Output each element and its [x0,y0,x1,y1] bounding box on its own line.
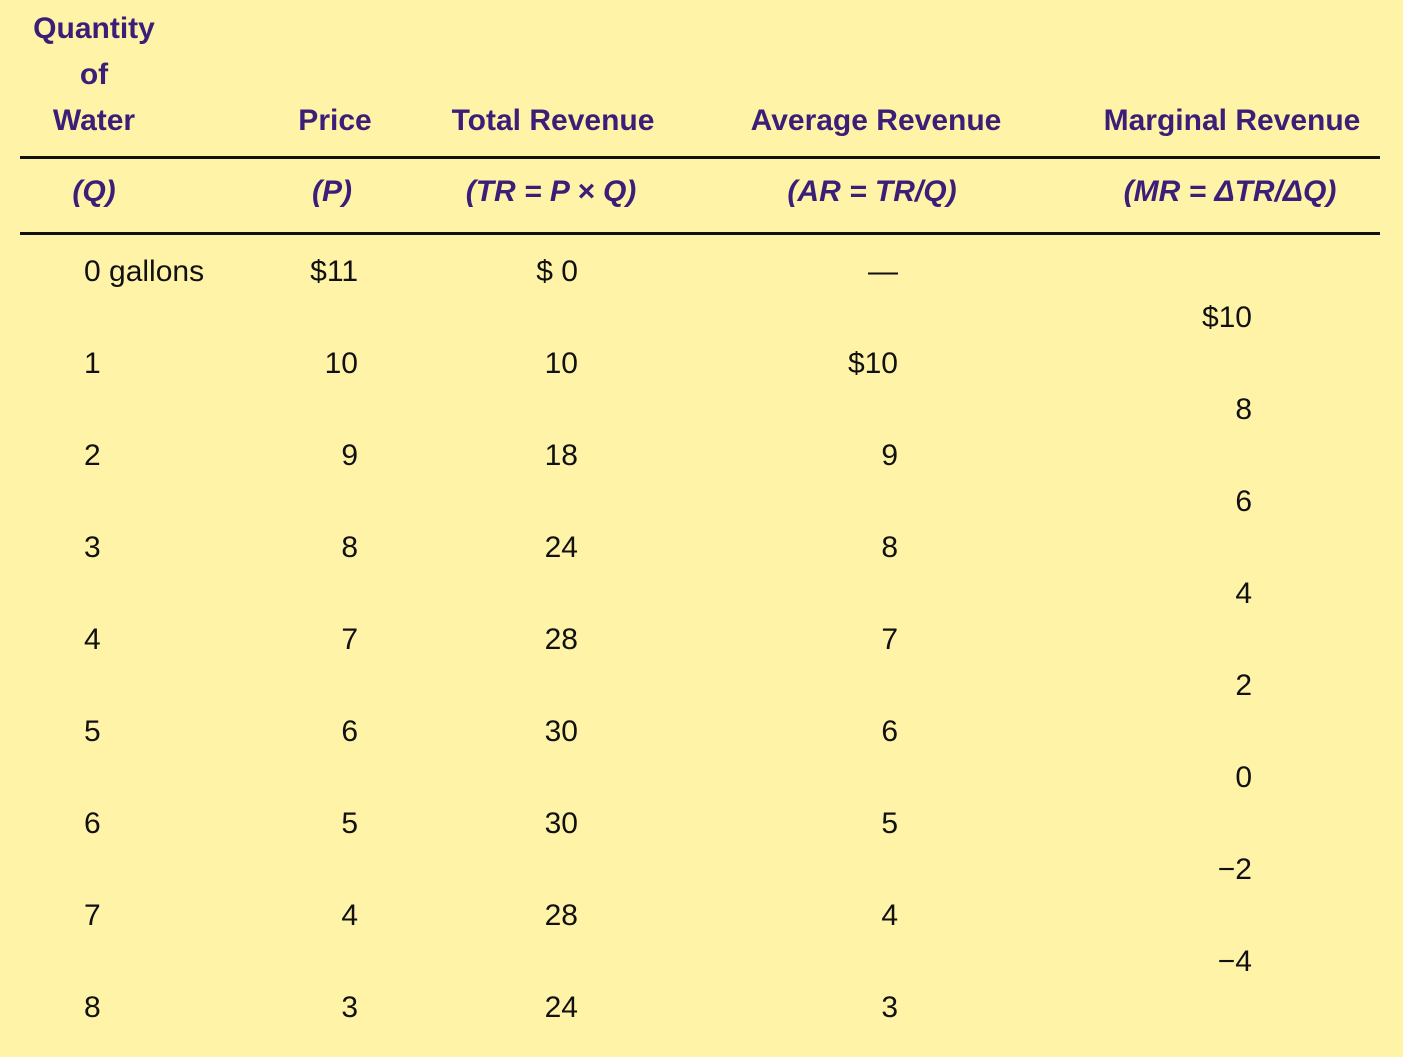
subheader-ar: (AR = TR/Q) [787,175,957,208]
header-price: Price [298,104,372,137]
cell-average-revenue: 6 [881,715,898,748]
cell-total-revenue: $ 0 [536,255,578,288]
cell-total-revenue: 30 [544,715,578,748]
cell-quantity: 8 [84,991,101,1024]
cell-price: 7 [341,623,358,656]
cell-average-revenue: 7 [881,623,898,656]
subheader-tr: (TR = P × Q) [465,175,637,208]
header-quantity-line1: Quantity [33,12,155,45]
cell-average-revenue: 8 [881,531,898,564]
cell-marginal-revenue: 2 [1235,669,1252,702]
cell-quantity: 5 [84,715,101,748]
cell-average-revenue: 5 [881,807,898,840]
cell-average-revenue: 4 [881,899,898,932]
header-marginal-revenue: Marginal Revenue [1103,104,1361,137]
cell-price: 5 [341,807,358,840]
cell-quantity: 3 [84,531,101,564]
cell-quantity: 1 [84,347,101,380]
cell-marginal-revenue: 6 [1235,485,1252,518]
cell-quantity: 7 [84,899,101,932]
cell-marginal-revenue: 0 [1235,761,1252,794]
cell-total-revenue: 10 [544,347,578,380]
cell-price: 10 [324,347,358,380]
subheader-p: (P) [312,175,352,208]
cell-marginal-revenue: −4 [1217,945,1252,978]
cell-average-revenue: 9 [881,439,898,472]
cell-price: 6 [341,715,358,748]
cell-total-revenue: 24 [544,531,578,564]
cell-marginal-revenue: $10 [1201,301,1252,334]
cell-price: 3 [341,991,358,1024]
subheader-mr: (MR = ΔTR/ΔQ) [1123,175,1337,208]
cell-quantity: 6 [84,807,101,840]
cell-price: 4 [341,899,358,932]
cell-total-revenue: 28 [544,899,578,932]
subheader-q: (Q) [72,175,116,208]
cell-average-revenue: 3 [881,991,898,1024]
cell-total-revenue: 24 [544,991,578,1024]
header-rule-top [20,156,1380,159]
header-average-revenue: Average Revenue [750,104,1002,137]
cell-quantity: 2 [84,439,101,472]
header-quantity-line3: Water [52,104,136,137]
cell-quantity: 4 [84,623,101,656]
cell-average-revenue: $10 [847,347,898,380]
cell-marginal-revenue: −2 [1217,853,1252,886]
cell-total-revenue: 18 [544,439,578,472]
cell-average-revenue: — [868,255,898,288]
header-rule-bottom [20,232,1380,235]
header-quantity-line2: of [79,58,109,91]
cell-price: 9 [341,439,358,472]
cell-quantity: 0 gallons [84,255,205,288]
cell-price: $11 [310,255,358,288]
cell-marginal-revenue: 4 [1235,577,1252,610]
cell-total-revenue: 28 [544,623,578,656]
cell-total-revenue: 30 [544,807,578,840]
cell-marginal-revenue: 8 [1235,393,1252,426]
header-total-revenue: Total Revenue [451,104,655,137]
cell-price: 8 [341,531,358,564]
